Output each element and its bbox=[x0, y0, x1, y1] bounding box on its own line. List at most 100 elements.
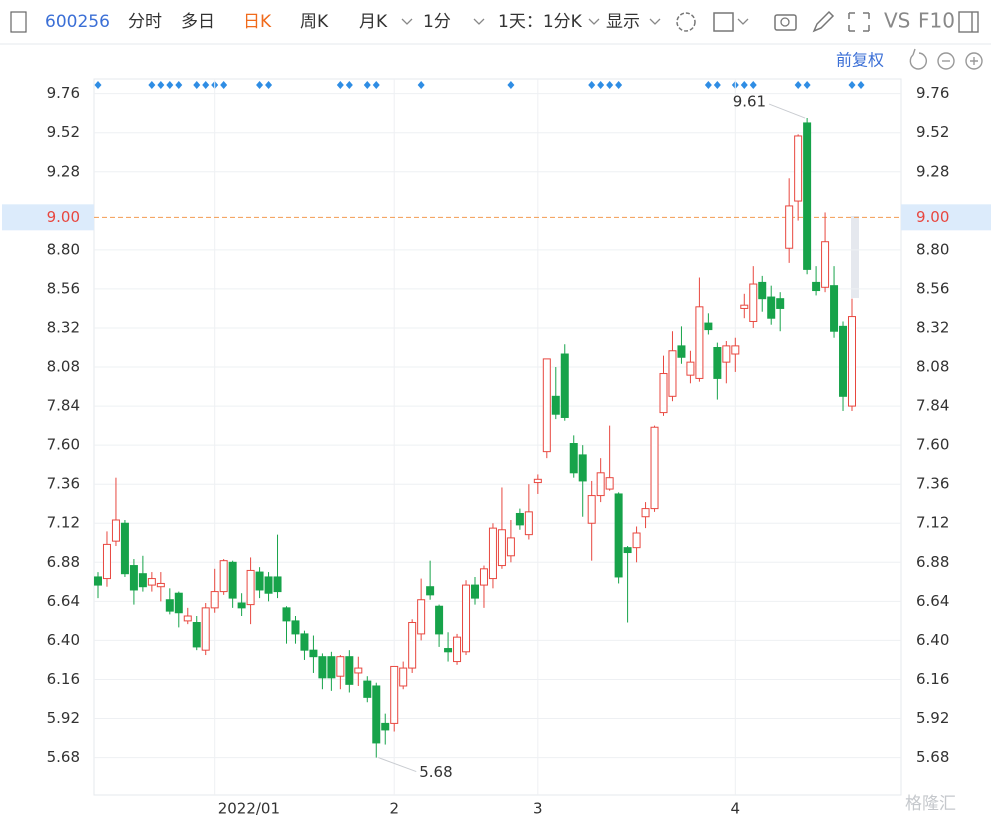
tab[interactable]: 周K bbox=[300, 12, 329, 32]
x-tick-label: 3 bbox=[533, 800, 543, 818]
candle-body bbox=[695, 306, 704, 379]
y-tick-label-right: 7.60 bbox=[916, 436, 949, 454]
tab[interactable]: 月K bbox=[359, 12, 388, 32]
f10-button[interactable]: F10 bbox=[918, 9, 955, 33]
y-tick-label-right: 6.88 bbox=[916, 553, 949, 571]
candle-body bbox=[677, 345, 686, 358]
candle-body bbox=[569, 443, 578, 474]
draw-icon[interactable] bbox=[812, 10, 835, 33]
x-tick-label: 2 bbox=[389, 800, 399, 818]
event-marker bbox=[704, 81, 712, 89]
display-select[interactable]: 显示 bbox=[606, 12, 640, 32]
sidebar-toggle[interactable] bbox=[10, 11, 27, 33]
candle-body bbox=[372, 685, 381, 744]
y-tick-label-right: 8.32 bbox=[916, 318, 949, 336]
candle-body bbox=[713, 347, 722, 379]
reset-icon[interactable] bbox=[909, 48, 928, 70]
tab[interactable]: 多日 bbox=[181, 12, 215, 32]
candle-body bbox=[201, 607, 210, 651]
candle-body bbox=[632, 532, 641, 549]
candle-body bbox=[345, 656, 354, 685]
candle-body bbox=[228, 561, 237, 599]
checkbox-icon[interactable] bbox=[713, 12, 734, 32]
candle-body bbox=[390, 665, 399, 724]
tab[interactable]: 1分 bbox=[423, 12, 451, 32]
candle-body bbox=[596, 472, 605, 497]
annotation-leader bbox=[378, 757, 417, 773]
settings-icon[interactable] bbox=[676, 12, 696, 32]
candle-body bbox=[578, 454, 587, 482]
y-tick-label: 6.40 bbox=[47, 631, 80, 649]
candle-body bbox=[758, 281, 767, 300]
candle-body bbox=[803, 122, 812, 270]
candle-body bbox=[111, 519, 120, 542]
plot: 5.68 5.68 5.92 5.92 6.16 6.16 6.40 6.40 6.64 6.64… bbox=[2, 79, 991, 818]
event-marker bbox=[507, 81, 515, 89]
candle-body bbox=[839, 325, 848, 397]
candle-body bbox=[650, 426, 659, 510]
y-tick-label-right: 7.36 bbox=[916, 475, 949, 493]
candle-body bbox=[453, 636, 462, 663]
y-tick-label-right: 9.28 bbox=[916, 162, 949, 180]
vs-button[interactable]: VS bbox=[884, 9, 910, 33]
candle-body bbox=[435, 605, 444, 635]
candle-body bbox=[174, 592, 183, 614]
candle-body bbox=[812, 281, 821, 292]
zoom-in-icon[interactable] bbox=[965, 52, 983, 70]
y-tick-label: 7.60 bbox=[47, 436, 80, 454]
y-tick-label-right: 5.92 bbox=[916, 709, 949, 727]
range-select[interactable]: 1天：1分K bbox=[498, 12, 583, 32]
camera-icon[interactable] bbox=[774, 14, 797, 31]
candle-body bbox=[506, 537, 515, 557]
tab-active[interactable]: 日K bbox=[243, 12, 272, 32]
y-tick-label-right: 9.76 bbox=[916, 84, 949, 102]
candle-body bbox=[731, 345, 740, 355]
candle-body bbox=[533, 478, 542, 484]
candle-body bbox=[138, 573, 147, 588]
panel-icon[interactable] bbox=[958, 11, 979, 33]
candle-body bbox=[318, 656, 327, 679]
candle-body bbox=[471, 584, 479, 599]
y-tick-label-right: 6.64 bbox=[916, 592, 949, 610]
zoom-out-icon[interactable] bbox=[937, 52, 955, 70]
y-tick-label: 9.76 bbox=[47, 84, 80, 102]
candle-body bbox=[668, 350, 677, 397]
price-label: 9.00 bbox=[47, 208, 80, 226]
max-label: 9.61 bbox=[733, 93, 766, 111]
event-marker bbox=[372, 81, 380, 89]
candle-body bbox=[120, 522, 129, 575]
event-marker bbox=[363, 81, 371, 89]
candle-body bbox=[219, 560, 228, 593]
chevron bbox=[473, 18, 485, 25]
candle-body bbox=[183, 615, 192, 622]
annotation-leader bbox=[768, 103, 806, 119]
y-tick-label-right: 7.12 bbox=[916, 514, 949, 532]
candle-body bbox=[94, 576, 102, 586]
event-marker bbox=[740, 81, 748, 89]
y-tick-label-right: 8.56 bbox=[916, 279, 949, 297]
candle-body bbox=[704, 322, 713, 331]
y-tick-label: 7.12 bbox=[47, 514, 80, 532]
candle-body bbox=[821, 241, 830, 288]
watermark: 格隆汇 bbox=[905, 794, 956, 814]
adjust-select[interactable]: 前复权 bbox=[836, 51, 884, 70]
tab[interactable]: 分时 bbox=[128, 12, 162, 32]
x-tick-label: 2022/01 bbox=[218, 800, 280, 818]
y-tick-label: 8.80 bbox=[47, 240, 80, 258]
y-tick-label: 6.64 bbox=[47, 592, 80, 610]
fullscreen-icon[interactable] bbox=[848, 12, 870, 32]
y-tick-label-right: 7.84 bbox=[916, 397, 949, 415]
event-marker bbox=[606, 81, 614, 89]
candle-body bbox=[587, 495, 596, 524]
event-marker bbox=[202, 81, 210, 89]
candle-body bbox=[686, 361, 695, 376]
candle-body bbox=[785, 205, 794, 249]
symbol[interactable]: 600256 bbox=[45, 12, 110, 32]
candle-body bbox=[767, 296, 776, 319]
candle-body bbox=[560, 353, 569, 418]
candle-body bbox=[740, 304, 749, 309]
candle-body bbox=[129, 565, 138, 591]
y-tick-label: 6.16 bbox=[47, 670, 80, 688]
